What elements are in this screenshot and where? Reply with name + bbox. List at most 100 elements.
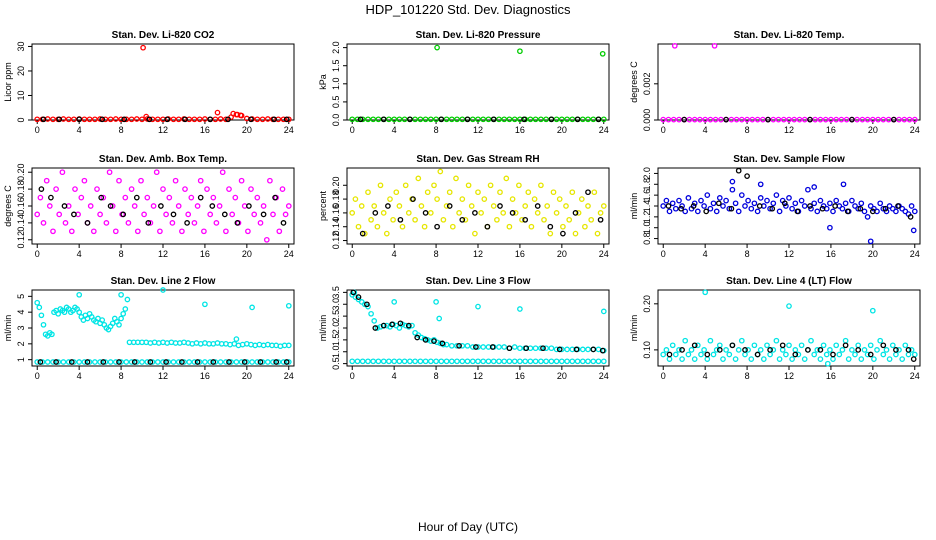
data-point-base bbox=[688, 347, 695, 353]
data-point-base bbox=[660, 116, 667, 123]
data-point-low bbox=[585, 358, 591, 365]
data-point-base bbox=[686, 116, 693, 123]
data-point-low bbox=[359, 358, 366, 365]
data-point-base bbox=[817, 197, 824, 204]
data-point-base bbox=[553, 210, 560, 216]
data-point-black bbox=[210, 359, 217, 365]
data-point-base bbox=[472, 230, 478, 237]
data-point-base bbox=[849, 197, 855, 204]
data-point-black bbox=[84, 220, 91, 226]
data-point-black bbox=[260, 211, 267, 218]
data-point-black bbox=[145, 220, 152, 226]
data-point-base bbox=[767, 205, 773, 212]
data-point-base bbox=[859, 116, 866, 123]
data-point-low bbox=[223, 359, 229, 365]
data-point-base bbox=[770, 347, 777, 353]
data-point-base bbox=[908, 203, 915, 209]
data-point-black bbox=[147, 359, 154, 365]
y-tick-label: 30 bbox=[16, 41, 26, 51]
data-point-black bbox=[585, 189, 591, 196]
data-point-base bbox=[481, 196, 488, 202]
y-tick-label: 1.4 bbox=[642, 200, 652, 213]
y-tick-label: 0.18 bbox=[16, 180, 26, 198]
data-point-base bbox=[475, 189, 481, 196]
data-point-low bbox=[228, 359, 234, 365]
x-tick-label: 8 bbox=[434, 249, 439, 259]
data-point-black bbox=[40, 116, 47, 123]
data-point-black bbox=[509, 210, 516, 216]
data-point-base bbox=[500, 210, 507, 216]
data-point-base bbox=[106, 169, 113, 176]
data-point-base bbox=[745, 347, 751, 353]
data-point-base bbox=[867, 203, 874, 209]
data-point-low bbox=[254, 359, 261, 365]
data-point-upper bbox=[383, 322, 390, 329]
data-point-upper bbox=[116, 321, 122, 328]
x-tick-label: 8 bbox=[119, 125, 124, 135]
data-point-black bbox=[439, 340, 446, 347]
data-point-upper bbox=[501, 344, 508, 350]
data-point-base bbox=[543, 116, 549, 123]
x-tick-label: 4 bbox=[77, 125, 82, 135]
data-point-upper bbox=[511, 344, 518, 350]
data-point-base bbox=[889, 342, 896, 349]
y-tick-label: 0.5 bbox=[331, 357, 341, 370]
y-tick-label: 2 bbox=[16, 341, 26, 346]
y-tick-label: 0.16 bbox=[16, 197, 26, 215]
data-point-base bbox=[201, 228, 207, 235]
data-point-upper bbox=[40, 321, 47, 328]
data-point-base bbox=[858, 200, 865, 207]
data-point-base bbox=[112, 116, 119, 122]
y-tick-label: 0.14 bbox=[16, 214, 26, 232]
data-point-low bbox=[365, 358, 371, 365]
data-point-base bbox=[494, 216, 500, 223]
data-point-base bbox=[150, 203, 157, 209]
data-point-base bbox=[81, 116, 88, 123]
data-point-low bbox=[569, 358, 576, 365]
data-point-low bbox=[417, 358, 424, 365]
data-point-base bbox=[254, 194, 261, 201]
data-point-base bbox=[538, 116, 544, 123]
data-point-base bbox=[745, 197, 751, 204]
data-point-base bbox=[116, 177, 122, 184]
data-point-base bbox=[188, 194, 195, 201]
data-point-black bbox=[372, 325, 379, 331]
data-point-low bbox=[600, 358, 607, 365]
data-point-black bbox=[744, 173, 750, 179]
data-point-base bbox=[541, 216, 547, 223]
data-point-low bbox=[469, 358, 476, 365]
data-point-black bbox=[691, 342, 698, 349]
data-point-low bbox=[154, 359, 161, 365]
data-point-base bbox=[759, 116, 766, 123]
y-tick-label: 1.6 bbox=[642, 189, 652, 202]
data-point-base bbox=[50, 228, 56, 235]
data-point-low bbox=[102, 359, 109, 365]
data-point-base bbox=[422, 116, 429, 123]
data-point-base bbox=[733, 116, 740, 123]
data-point-base bbox=[359, 116, 366, 123]
x-tick-label: 24 bbox=[910, 371, 920, 381]
data-point-black bbox=[905, 347, 912, 353]
data-point-base bbox=[182, 186, 188, 192]
data-point-black bbox=[38, 186, 45, 192]
panel-title: Stan. Dev. Amb. Box Temp. bbox=[99, 154, 227, 165]
data-point-base bbox=[874, 347, 880, 353]
data-point-low bbox=[538, 358, 544, 365]
data-point-base bbox=[707, 337, 714, 344]
data-point-base bbox=[138, 177, 144, 184]
data-point-black bbox=[548, 116, 555, 123]
data-point-base bbox=[437, 168, 444, 175]
data-point-base bbox=[402, 182, 409, 189]
data-point-base bbox=[864, 351, 871, 358]
data-point-black bbox=[225, 116, 231, 123]
x-tick-label: 4 bbox=[392, 249, 397, 259]
data-point-base bbox=[852, 203, 858, 209]
data-point-base bbox=[893, 351, 899, 358]
data-point-black bbox=[197, 194, 204, 201]
data-point-base bbox=[396, 116, 403, 123]
x-tick-label: 20 bbox=[242, 249, 252, 259]
data-point-base bbox=[902, 342, 909, 349]
data-point-base bbox=[34, 116, 41, 123]
data-point-black bbox=[355, 294, 362, 300]
